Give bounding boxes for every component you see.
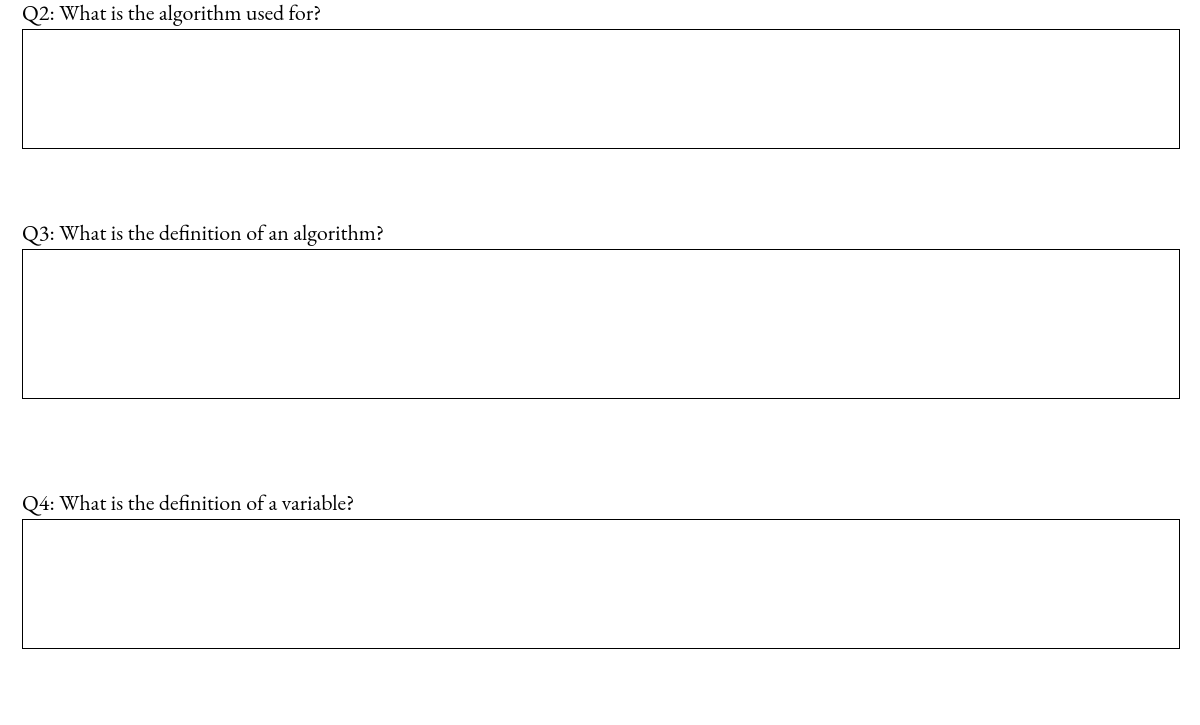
- question-label-q2: Q2: What is the algorithm used for?: [22, 0, 1180, 26]
- answer-box-q2[interactable]: [22, 29, 1180, 149]
- question-label-q3: Q3: What is the definition of an algorit…: [22, 220, 1180, 246]
- answer-box-q4[interactable]: [22, 519, 1180, 649]
- question-block-q4: Q4: What is the definition of a variable…: [22, 490, 1180, 649]
- question-block-q2: Q2: What is the algorithm used for?: [22, 0, 1180, 149]
- worksheet-page: Q2: What is the algorithm used for? Q3: …: [0, 0, 1200, 725]
- answer-box-q3[interactable]: [22, 249, 1180, 399]
- question-block-q3: Q3: What is the definition of an algorit…: [22, 220, 1180, 399]
- question-label-q4: Q4: What is the definition of a variable…: [22, 490, 1180, 516]
